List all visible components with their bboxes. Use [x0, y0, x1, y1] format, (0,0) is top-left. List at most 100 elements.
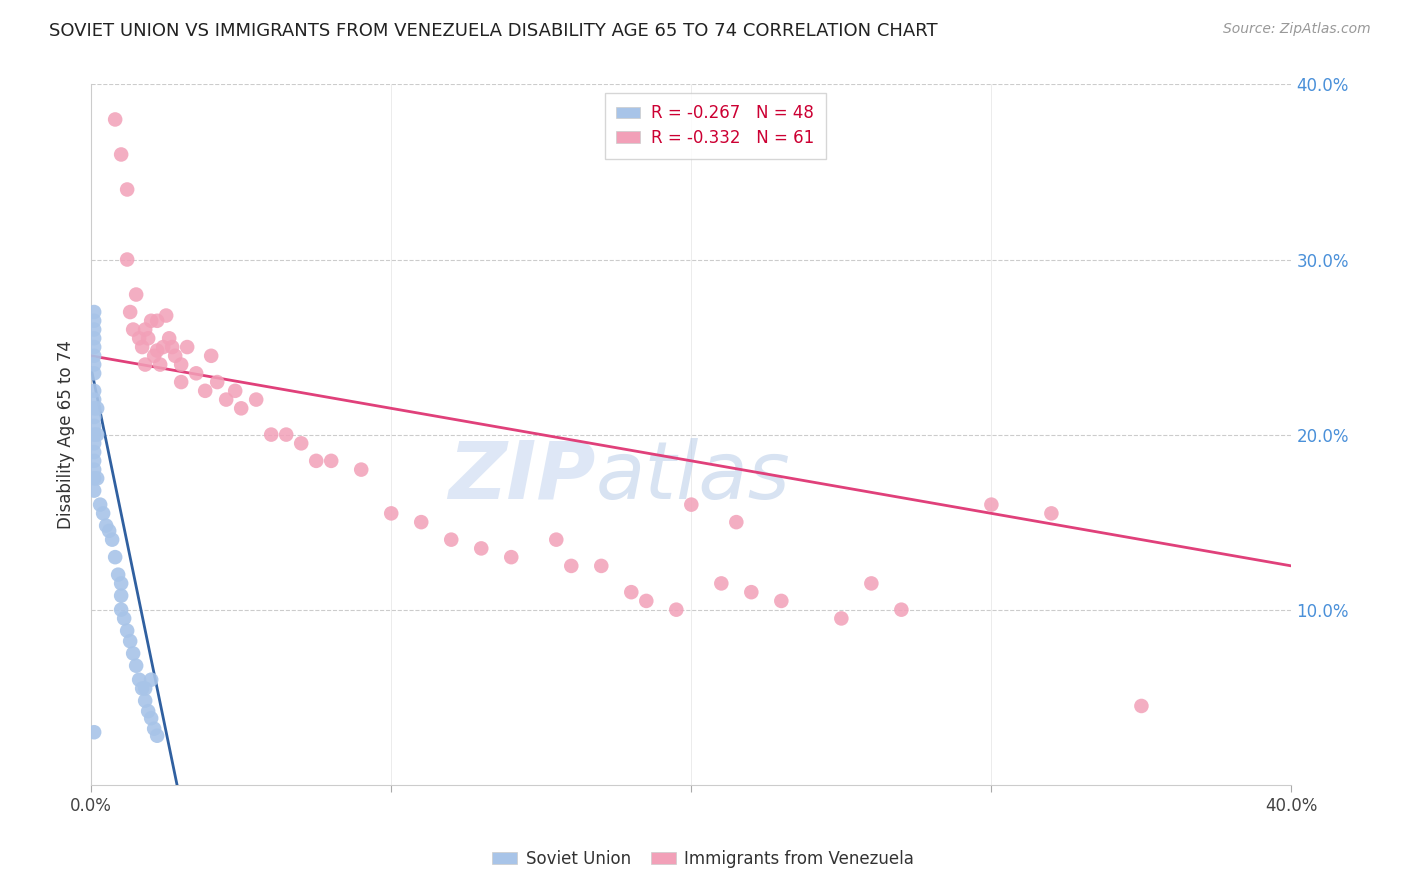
Point — [350, 462, 373, 476]
Text: Source: ZipAtlas.com: Source: ZipAtlas.com — [1223, 22, 1371, 37]
Point — [112, 611, 135, 625]
Point — [143, 722, 166, 736]
Point — [83, 349, 105, 363]
Point — [83, 384, 105, 398]
Point — [165, 349, 187, 363]
Point — [725, 515, 748, 529]
Point — [146, 729, 169, 743]
Point — [1040, 507, 1063, 521]
Point — [546, 533, 568, 547]
Point — [245, 392, 267, 407]
Point — [122, 322, 145, 336]
Point — [104, 550, 127, 565]
Point — [83, 410, 105, 425]
Point — [120, 305, 142, 319]
Point — [215, 392, 238, 407]
Point — [860, 576, 883, 591]
Text: ZIP: ZIP — [449, 438, 595, 516]
Point — [380, 507, 402, 521]
Point — [170, 375, 193, 389]
Point — [152, 340, 174, 354]
Point — [260, 427, 283, 442]
Point — [115, 624, 138, 638]
Point — [110, 589, 132, 603]
Point — [194, 384, 217, 398]
Point — [128, 331, 150, 345]
Point — [91, 507, 114, 521]
Point — [591, 558, 613, 573]
Point — [160, 340, 183, 354]
Point — [980, 498, 1002, 512]
Point — [141, 711, 163, 725]
Point — [170, 358, 193, 372]
Point — [125, 287, 148, 301]
Point — [110, 576, 132, 591]
Point — [98, 524, 121, 538]
Point — [205, 375, 228, 389]
Point — [186, 367, 208, 381]
Y-axis label: Disability Age 65 to 74: Disability Age 65 to 74 — [58, 340, 75, 529]
Point — [115, 182, 138, 196]
Point — [83, 367, 105, 381]
Point — [411, 515, 433, 529]
Point — [620, 585, 643, 599]
Point — [146, 343, 169, 358]
Point — [83, 305, 105, 319]
Point — [501, 550, 523, 565]
Point — [141, 314, 163, 328]
Point — [115, 252, 138, 267]
Point — [104, 112, 127, 127]
Point — [149, 358, 172, 372]
Point — [136, 331, 159, 345]
Text: atlas: atlas — [595, 438, 790, 516]
Point — [86, 427, 108, 442]
Point — [83, 454, 105, 468]
Point — [560, 558, 582, 573]
Point — [125, 658, 148, 673]
Point — [636, 594, 658, 608]
Point — [83, 471, 105, 485]
Point — [83, 436, 105, 450]
Point — [134, 322, 156, 336]
Point — [157, 331, 180, 345]
Point — [224, 384, 246, 398]
Point — [143, 349, 166, 363]
Point — [134, 358, 156, 372]
Point — [89, 498, 111, 512]
Point — [136, 704, 159, 718]
Point — [470, 541, 492, 556]
Point — [131, 681, 153, 696]
Text: SOVIET UNION VS IMMIGRANTS FROM VENEZUELA DISABILITY AGE 65 TO 74 CORRELATION CH: SOVIET UNION VS IMMIGRANTS FROM VENEZUEL… — [49, 22, 938, 40]
Point — [83, 314, 105, 328]
Point — [176, 340, 198, 354]
Point — [134, 681, 156, 696]
Point — [83, 392, 105, 407]
Point — [101, 533, 124, 547]
Point — [155, 309, 177, 323]
Point — [86, 401, 108, 416]
Point — [290, 436, 312, 450]
Point — [440, 533, 463, 547]
Point — [83, 331, 105, 345]
Point — [107, 567, 129, 582]
Point — [276, 427, 298, 442]
Point — [110, 147, 132, 161]
Point — [770, 594, 793, 608]
Point — [83, 462, 105, 476]
Point — [96, 518, 118, 533]
Point — [83, 322, 105, 336]
Point — [83, 401, 105, 416]
Point — [120, 634, 142, 648]
Point — [830, 611, 852, 625]
Point — [740, 585, 762, 599]
Point — [128, 673, 150, 687]
Point — [146, 314, 169, 328]
Point — [665, 602, 688, 616]
Point — [321, 454, 343, 468]
Point — [710, 576, 733, 591]
Point — [681, 498, 703, 512]
Legend: R = -0.267   N = 48, R = -0.332   N = 61: R = -0.267 N = 48, R = -0.332 N = 61 — [605, 93, 827, 159]
Point — [83, 358, 105, 372]
Point — [890, 602, 912, 616]
Point — [122, 647, 145, 661]
